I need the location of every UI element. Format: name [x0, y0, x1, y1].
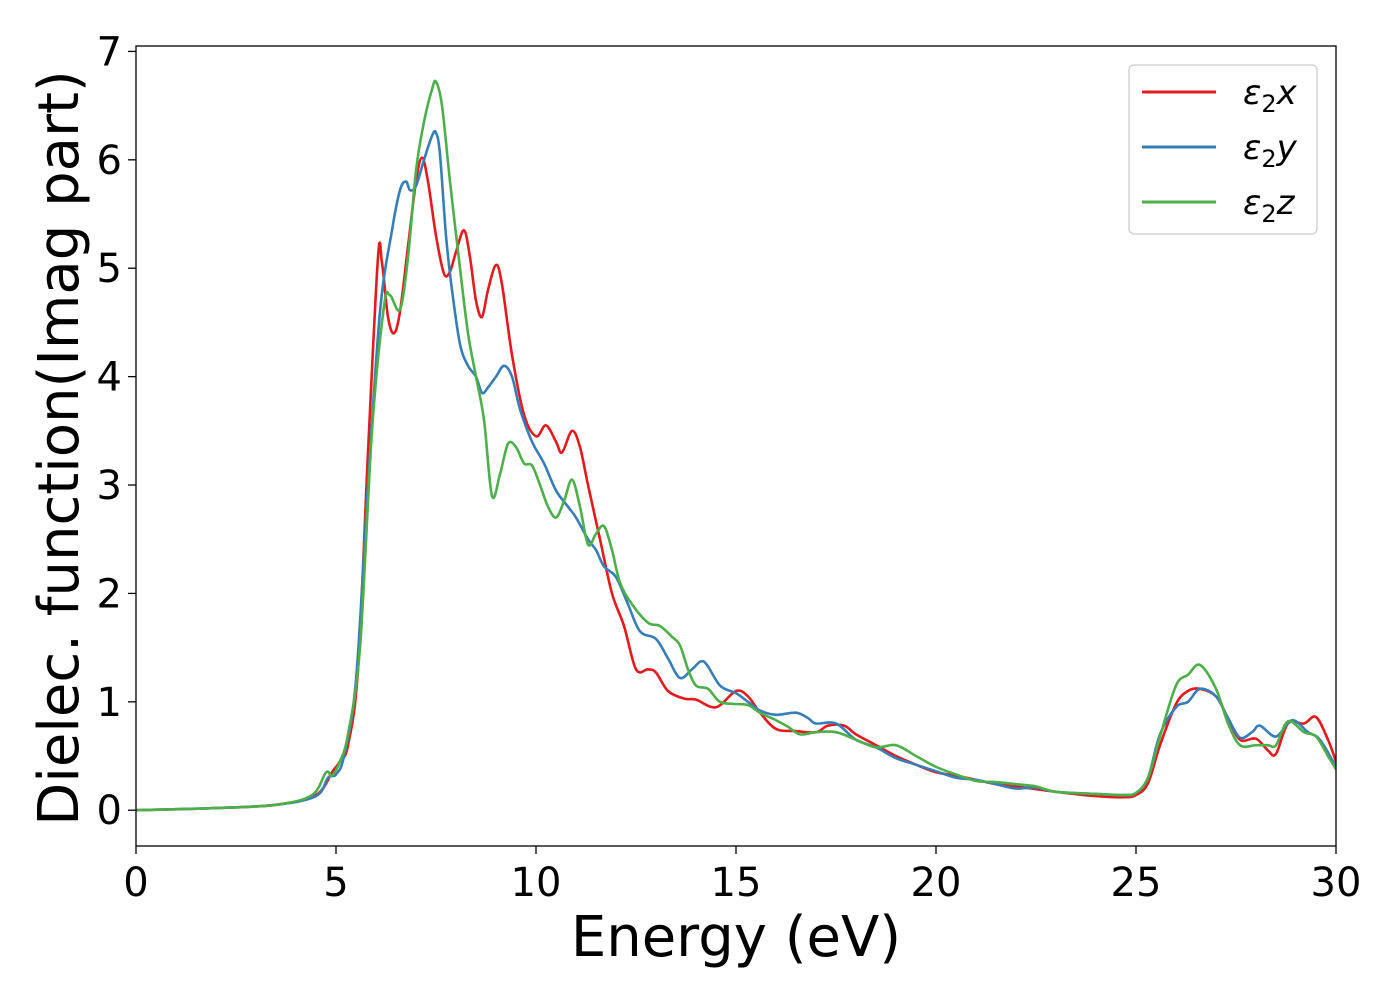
- y-tick-label: 6: [97, 138, 122, 184]
- legend-label-y: ε2y: [1243, 128, 1298, 173]
- y-axis-title: Dielec. function(Imag part): [27, 70, 92, 826]
- x-tick-label: 10: [511, 860, 562, 906]
- x-tick-label: 5: [323, 860, 348, 906]
- y-tick-label: 2: [97, 571, 122, 617]
- x-tick-label: 20: [911, 860, 962, 906]
- legend-label-x: ε2x: [1243, 73, 1298, 118]
- y-tick-label: 5: [97, 246, 122, 292]
- series-line-x: [136, 156, 1336, 812]
- y-axis: 0 1 2 3 4 5 6 7: [97, 29, 136, 834]
- legend-box: [1128, 64, 1318, 235]
- y-tick-label: 0: [97, 788, 122, 834]
- x-tick-label: 15: [711, 860, 762, 906]
- x-axis-title: Energy (eV): [571, 905, 901, 970]
- x-tick-label: 25: [1111, 860, 1162, 906]
- y-tick-label: 4: [97, 355, 122, 401]
- legend: ε2x ε2y ε2z: [1128, 64, 1318, 235]
- y-tick-label: 3: [97, 463, 122, 509]
- series-layer: [136, 79, 1336, 812]
- series-line-z: [136, 79, 1336, 812]
- y-tick-label: 7: [97, 29, 122, 75]
- y-tick-label: 1: [97, 680, 122, 726]
- x-axis: 0 5 10 15 20 25 30: [123, 846, 1361, 906]
- x-tick-label: 30: [1311, 860, 1362, 906]
- x-tick-label: 0: [123, 860, 148, 906]
- legend-label-z: ε2z: [1243, 183, 1296, 228]
